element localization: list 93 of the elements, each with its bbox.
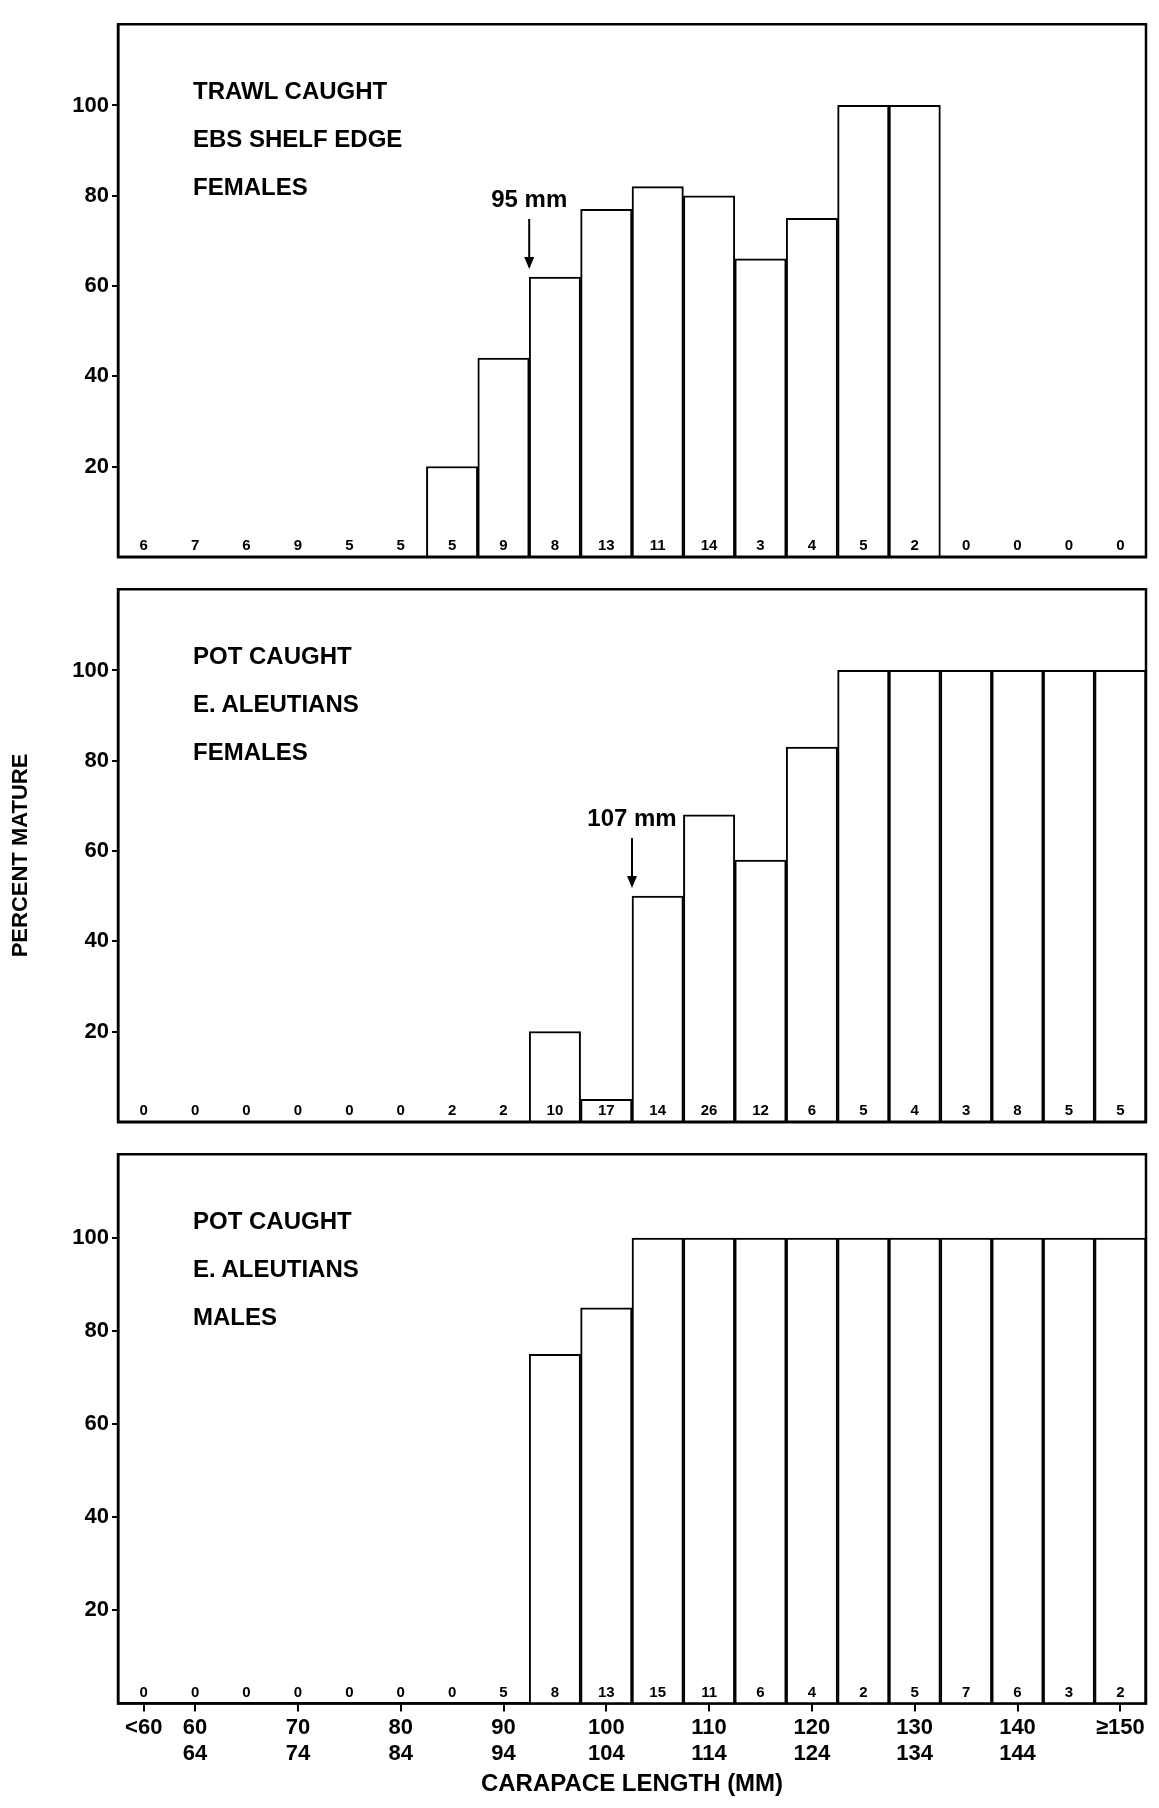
annotation: 0 <box>961 536 971 554</box>
annotation: 0 <box>139 1683 148 1701</box>
annotation: 0 <box>345 1101 354 1119</box>
y-tick-label: 20 <box>84 1596 109 1622</box>
x-tick-label: 70 74 <box>285 1713 311 1766</box>
x-tick-label: 110 114 <box>691 1713 728 1766</box>
y-tick-label: 20 <box>84 1017 109 1043</box>
annotation: 8 <box>550 1683 560 1701</box>
annotation: 15 <box>649 1683 667 1701</box>
y-tick-label: 60 <box>84 272 109 298</box>
x-tick-label: 90 94 <box>491 1713 517 1766</box>
annotation: 5 <box>499 1683 508 1701</box>
annotation: 2 <box>1116 1683 1125 1701</box>
annotation: 4 <box>807 536 817 554</box>
y-tick-label: 60 <box>84 1410 109 1436</box>
annotation: 5 <box>859 1101 868 1119</box>
y-tick-label: 40 <box>84 1503 109 1529</box>
annotation: 0 <box>293 1683 303 1701</box>
annotation: 6 <box>807 1101 817 1119</box>
annotation: 11 <box>649 536 666 554</box>
y-tick-label: 100 <box>72 91 109 117</box>
annotation: 0 <box>447 1683 457 1701</box>
annotation: 3 <box>961 1101 971 1119</box>
annotation: 5 <box>396 536 405 554</box>
annotation: 0 <box>242 1683 251 1701</box>
annotation: 5 <box>859 536 868 554</box>
annotation: 9 <box>293 536 303 554</box>
text: TRAWL CAUGHT EBS SHELF EDGE FEMALES <box>193 76 403 200</box>
annotation: 4 <box>910 1101 920 1119</box>
annotation: 0 <box>242 1101 251 1119</box>
annotation: 2 <box>447 1101 457 1119</box>
x-tick-label: 60 64 <box>182 1713 209 1766</box>
annotation: 8 <box>550 536 560 554</box>
annotation: 0 <box>139 1101 148 1119</box>
annotation: 0 <box>396 1683 405 1701</box>
annotation: 0 <box>190 1101 200 1119</box>
y-tick-label: 40 <box>84 927 109 953</box>
annotation: 6 <box>139 536 148 554</box>
annotation: 0 <box>1064 536 1074 554</box>
annotation: 5 <box>345 536 354 554</box>
y-tick-label: 60 <box>84 837 109 863</box>
y-tick-label: 20 <box>84 452 109 478</box>
y-tick-label: 100 <box>72 1224 109 1250</box>
annotation: 0 <box>345 1683 354 1701</box>
x-tick-label: ≥150 <box>1095 1713 1145 1739</box>
annotation: 0 <box>190 1683 200 1701</box>
y-tick-label: 80 <box>84 181 109 207</box>
y-tick-label: 100 <box>72 656 109 682</box>
x-tick-label: 80 84 <box>388 1713 414 1766</box>
annotation: 11 <box>701 1683 718 1701</box>
annotation: 17 <box>597 1101 615 1119</box>
annotation: 2 <box>910 536 919 554</box>
annotation: 7 <box>190 536 200 554</box>
annotation: 0 <box>1116 536 1125 554</box>
y-tick-label: 40 <box>84 362 109 388</box>
annotation: 8 <box>1013 1101 1022 1119</box>
annotation: 5 <box>1064 1101 1074 1119</box>
annotation: 2 <box>499 1101 508 1119</box>
x-tick-label: 100 104 <box>587 1713 626 1766</box>
annotation: 6 <box>242 536 251 554</box>
annotation: 14 <box>700 536 719 554</box>
y-tick-label: 80 <box>84 746 109 772</box>
text: POT CAUGHT E. ALEUTIANS FEMALES <box>193 641 359 765</box>
y-tick-label: 80 <box>84 1317 109 1343</box>
annotation: 0 <box>396 1101 405 1119</box>
annotation: 6 <box>1013 1683 1022 1701</box>
annotation: 3 <box>1064 1683 1074 1701</box>
annotation: 5 <box>910 1683 919 1701</box>
annotation: 95 mm <box>491 184 568 212</box>
annotation: 5 <box>1116 1101 1125 1119</box>
annotation: 3 <box>756 536 765 554</box>
annotation: 13 <box>597 1683 615 1701</box>
y-axis-title: PERCENT MATURE <box>7 753 33 958</box>
annotation: 2 <box>859 1683 868 1701</box>
text: POT CAUGHT E. ALEUTIANS MALES <box>193 1206 359 1330</box>
annotation: 5 <box>447 536 457 554</box>
annotation: 26 <box>700 1101 718 1119</box>
annotation: 0 <box>1013 536 1022 554</box>
x-tick-label: 130 134 <box>896 1713 934 1766</box>
annotation: 107 mm <box>587 803 677 831</box>
x-tick-label: 120 124 <box>793 1713 832 1766</box>
x-tick-label: <60 <box>125 1713 163 1739</box>
annotation: 10 <box>546 1101 564 1119</box>
annotation: 7 <box>961 1683 971 1701</box>
annotation: 14 <box>649 1101 667 1119</box>
annotation: 9 <box>499 536 508 554</box>
annotation: 6 <box>756 1683 765 1701</box>
x-axis-title: CARAPACE LENGTH (MM) <box>480 1769 784 1797</box>
annotation: 12 <box>752 1101 769 1119</box>
annotation: 0 <box>293 1101 303 1119</box>
annotation: 13 <box>597 536 615 554</box>
annotation: 4 <box>807 1683 817 1701</box>
x-tick-label: 140 144 <box>999 1713 1037 1766</box>
